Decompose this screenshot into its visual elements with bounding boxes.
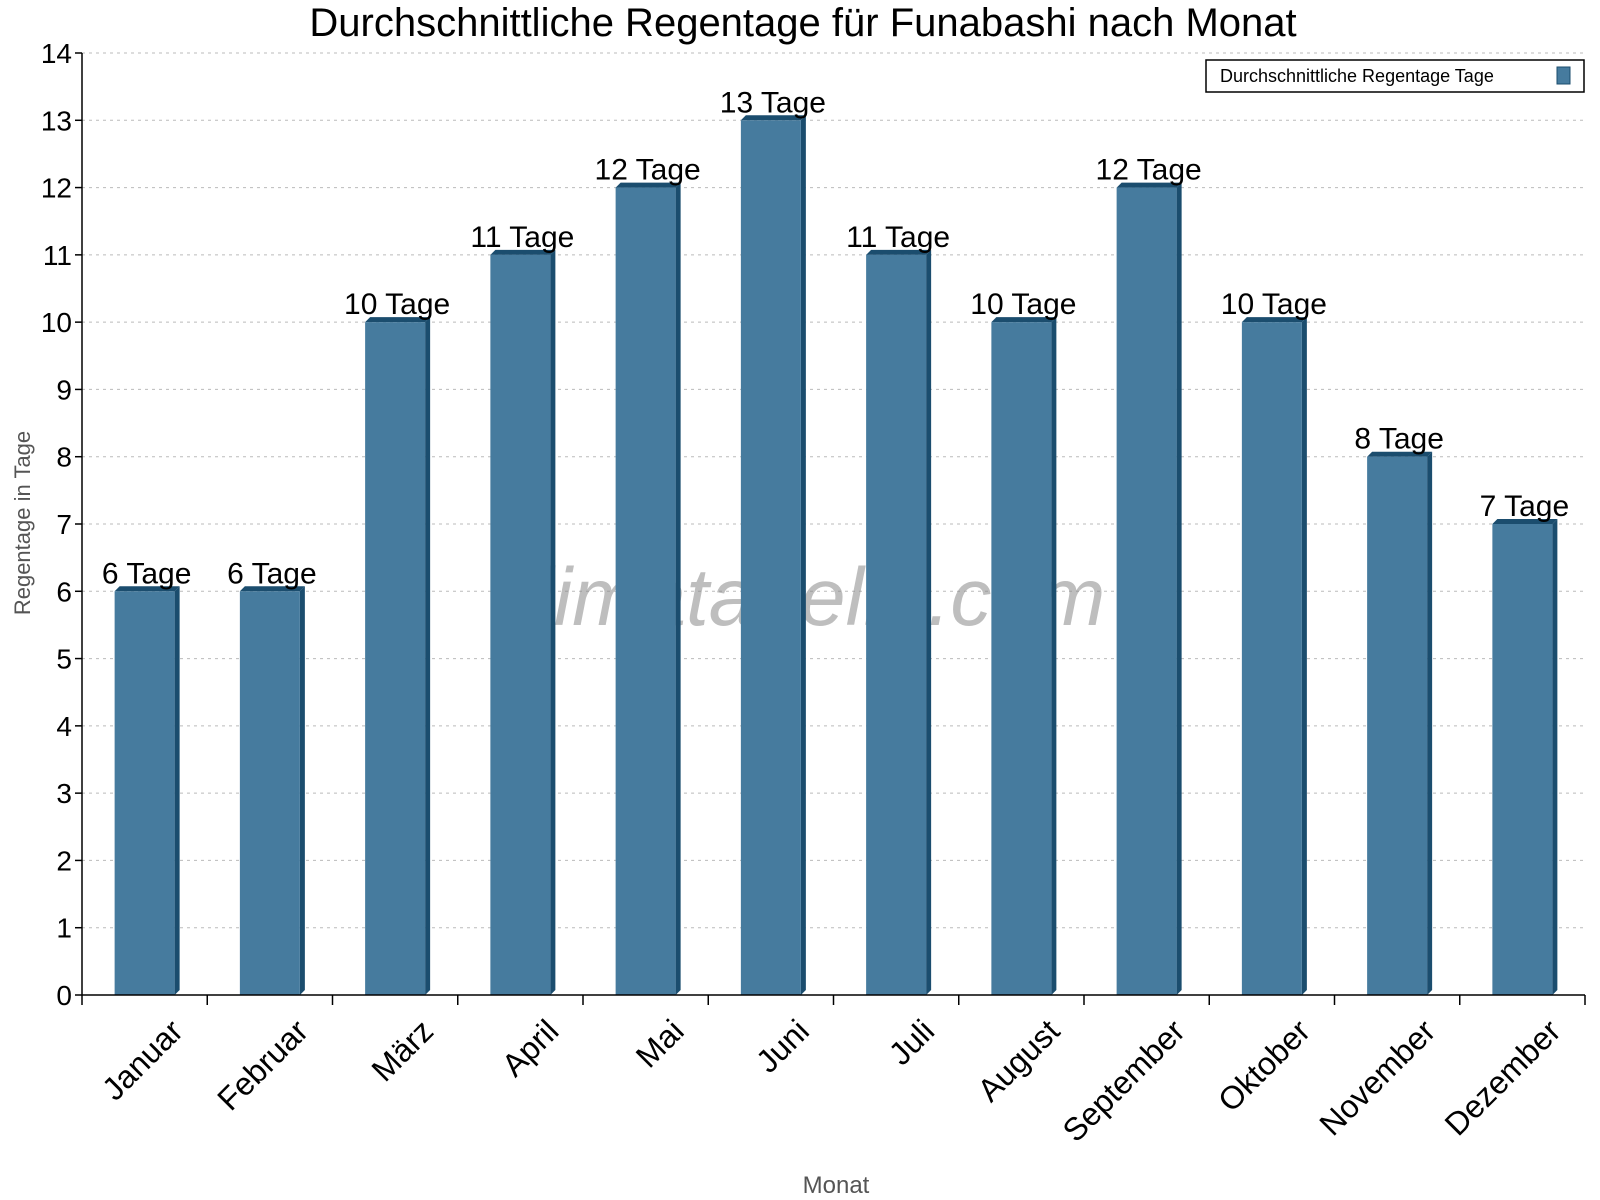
legend-swatch [1556,66,1571,85]
bar-side [550,249,556,995]
bar-top [239,586,305,592]
bar-top [1367,451,1433,457]
y-tick-label: 2 [56,845,72,876]
data-label: 12 Tage [595,154,701,187]
legend-label: Durchschnittliche Regentage Tage [1220,66,1494,86]
bar-side [800,115,806,996]
y-tick-label: 8 [56,442,72,473]
bar-top [991,317,1057,323]
bar-side [1427,451,1433,995]
bar-top [1241,317,1307,323]
bar [1492,524,1553,995]
y-tick-label: 9 [56,374,72,405]
bar [365,322,426,996]
bar-side [425,317,431,996]
bar-side [299,586,305,995]
bar-side [926,249,932,995]
y-tick-label: 13 [41,105,72,136]
bar-side [1051,317,1057,996]
bar-side [1301,317,1307,996]
y-tick-label: 3 [56,778,72,809]
data-label: 10 Tage [970,288,1076,321]
bar-side [675,182,681,996]
bar [740,120,801,996]
x-tick-label: März [364,1013,440,1089]
bar-side [174,586,180,995]
data-label: 11 Tage [846,221,950,254]
bar [1241,322,1302,996]
y-tick-label: 10 [41,307,72,338]
x-tick-label: Februar [210,1012,315,1117]
x-tick-label: Oktober [1211,1012,1317,1118]
x-tick-label: April [495,1013,566,1084]
bar-top [740,115,806,121]
x-tick-label: November [1312,1012,1442,1142]
data-label: 12 Tage [1096,154,1202,187]
chart-title: Durchschnittliche Regentage für Funabash… [309,1,1296,45]
bar [490,254,551,995]
bar-top [490,249,556,255]
y-tick-label: 7 [56,509,72,540]
data-label: 6 Tage [102,557,192,590]
bar [1367,456,1428,995]
y-tick-label: 11 [43,240,72,271]
y-tick-label: 1 [56,913,72,944]
x-tick-label: Mai [629,1013,691,1075]
bar-top [365,317,431,323]
bar-top [1116,182,1182,188]
x-tick-label: August [971,1013,1067,1109]
bar-top [615,182,681,188]
bar-top [1492,519,1558,524]
legend-box [1205,59,1585,93]
bar [991,322,1052,996]
bar [239,591,300,995]
data-label: 13 Tage [720,86,826,119]
data-label: 10 Tage [344,288,450,321]
y-axis-label: Regentage in Tage [10,431,35,615]
bar [615,187,676,996]
y-tick-label: 6 [56,576,72,607]
bar [1116,187,1177,996]
legend: Durchschnittliche Regentage Tage [1205,59,1585,93]
x-tick-label: Dezember [1438,1012,1568,1142]
x-axis-label: Monat [803,1172,870,1199]
data-label: 10 Tage [1221,288,1327,321]
y-tick-label: 5 [56,644,72,675]
x-tick-label: Januar [95,1012,190,1107]
bar-side [1552,519,1558,995]
data-label: 6 Tage [227,557,317,590]
y-tick-label: 14 [41,38,72,69]
bar-top [866,249,932,255]
data-label: 7 Tage [1480,490,1570,523]
bar [114,591,175,995]
x-tick-label: September [1056,1012,1192,1148]
x-tick-label: Juli [882,1013,941,1072]
bar [866,254,927,995]
bar-side [1176,182,1182,996]
data-label: 8 Tage [1354,423,1444,456]
y-tick-label: 12 [41,173,72,204]
bar-top [114,586,180,592]
y-tick-label: 0 [56,980,72,1011]
y-tick-label: 4 [56,711,72,742]
data-label: 11 Tage [470,221,574,254]
x-tick-label: Juni [749,1013,816,1080]
